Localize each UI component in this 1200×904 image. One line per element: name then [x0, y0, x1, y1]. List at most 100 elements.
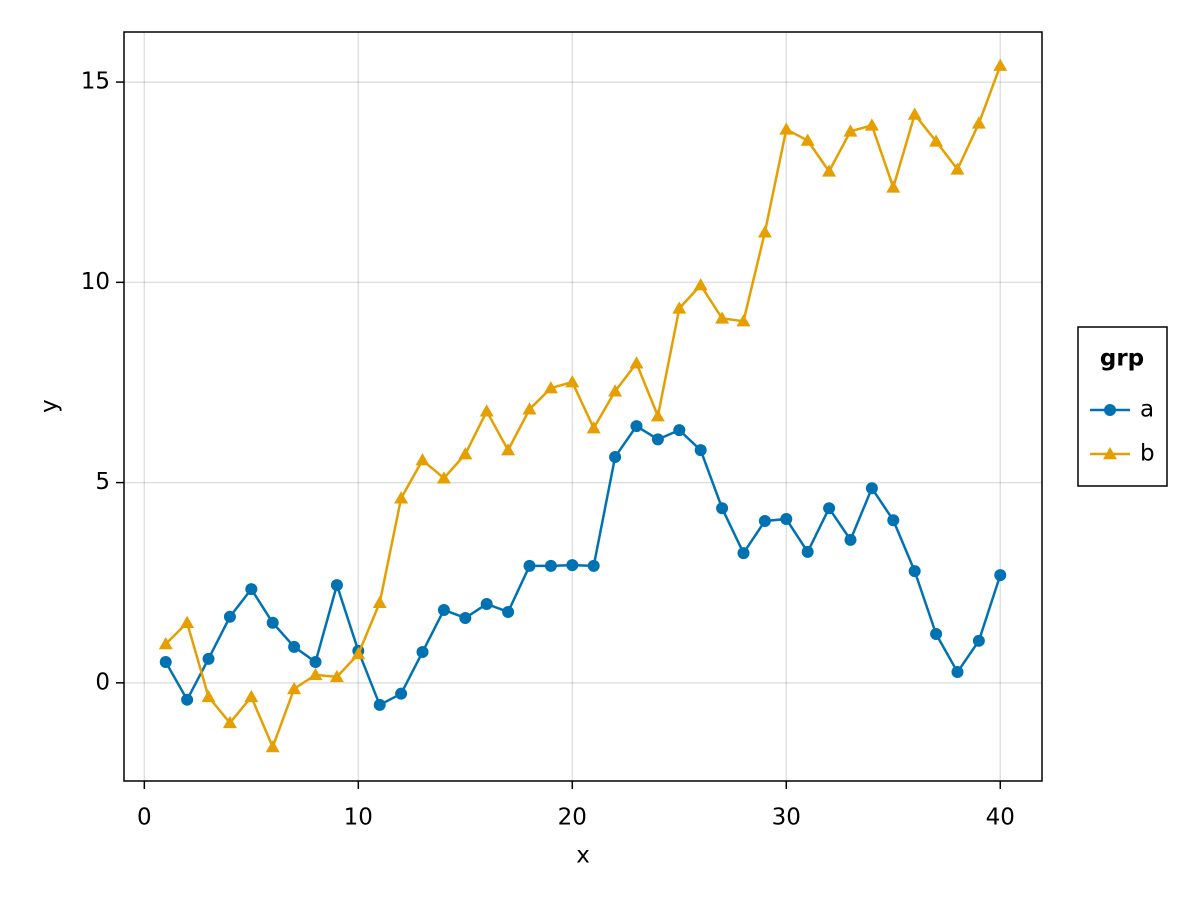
marker — [930, 628, 943, 641]
marker — [629, 356, 644, 369]
marker — [244, 689, 259, 703]
marker — [972, 634, 985, 647]
legend-title: grp — [1100, 346, 1144, 372]
marker — [330, 579, 343, 592]
marker — [801, 545, 814, 558]
marker — [673, 424, 686, 437]
marker — [630, 420, 643, 433]
marker — [522, 402, 537, 415]
marker — [566, 559, 579, 572]
marker — [609, 450, 622, 463]
marker — [780, 513, 793, 526]
marker — [308, 667, 323, 681]
marker — [458, 447, 473, 460]
marker — [737, 547, 750, 560]
marker — [180, 615, 195, 629]
marker — [822, 164, 837, 177]
marker — [266, 616, 279, 629]
legend-frame — [1077, 326, 1168, 487]
legend-label: a — [1140, 397, 1154, 423]
marker — [823, 502, 836, 515]
x-axis-label: x — [576, 843, 590, 869]
marker — [1103, 447, 1117, 460]
marker — [971, 116, 986, 129]
marker — [864, 118, 879, 131]
marker — [395, 687, 408, 700]
marker — [800, 133, 815, 146]
marker — [950, 162, 965, 175]
series-line — [164, 65, 1002, 749]
marker — [181, 693, 194, 706]
marker — [436, 471, 451, 484]
marker — [501, 443, 516, 456]
y-tick-label: 15 — [81, 69, 110, 95]
marker — [288, 640, 301, 653]
marker — [843, 124, 858, 137]
y-tick-label: 0 — [95, 669, 110, 695]
marker — [651, 433, 664, 446]
marker — [672, 301, 687, 314]
marker — [586, 421, 601, 434]
marker — [502, 605, 515, 618]
marker — [394, 491, 409, 504]
marker — [437, 603, 450, 616]
marker — [715, 311, 730, 324]
marker — [523, 559, 536, 572]
marker — [887, 514, 900, 527]
marker — [844, 533, 857, 546]
marker — [929, 134, 944, 147]
marker — [373, 698, 386, 711]
y-tick-label: 10 — [81, 269, 110, 295]
marker — [245, 583, 258, 596]
marker — [202, 652, 215, 665]
marker — [329, 669, 344, 683]
marker — [951, 666, 964, 679]
marker — [736, 314, 751, 327]
marker — [758, 515, 771, 528]
marker — [565, 375, 580, 388]
marker — [287, 681, 302, 695]
marker — [650, 409, 665, 422]
marker — [351, 647, 366, 660]
marker — [757, 225, 772, 238]
marker — [309, 656, 322, 669]
marker — [416, 646, 429, 659]
marker — [372, 595, 387, 609]
marker — [716, 502, 729, 515]
marker — [201, 689, 216, 703]
marker — [587, 559, 600, 572]
marker — [480, 597, 493, 610]
marker — [993, 58, 1008, 71]
legend-label: b — [1140, 441, 1155, 467]
series-line — [164, 424, 1002, 707]
marker — [779, 122, 794, 135]
marker — [223, 610, 236, 623]
marker — [608, 384, 623, 397]
x-tick-label: 10 — [344, 805, 373, 831]
marker — [479, 404, 494, 417]
marker — [222, 715, 237, 729]
x-tick-label: 20 — [558, 805, 587, 831]
marker — [865, 482, 878, 495]
x-tick-label: 30 — [772, 805, 801, 831]
marker — [158, 637, 173, 650]
marker — [543, 381, 558, 394]
marker — [265, 739, 280, 753]
marker — [994, 569, 1007, 582]
x-tick-label: 40 — [986, 805, 1015, 831]
marker — [907, 107, 922, 120]
marker — [459, 611, 472, 624]
marker — [693, 278, 708, 291]
marker — [908, 565, 921, 578]
legend: grp ab — [1077, 326, 1168, 487]
marker — [415, 453, 430, 466]
marker — [694, 444, 707, 457]
x-tick-label: 0 — [137, 805, 152, 831]
y-tick-label: 5 — [95, 469, 110, 495]
marker — [1104, 404, 1116, 416]
y-axis-label: y — [37, 399, 63, 413]
marker — [544, 559, 557, 572]
marker — [159, 656, 172, 669]
